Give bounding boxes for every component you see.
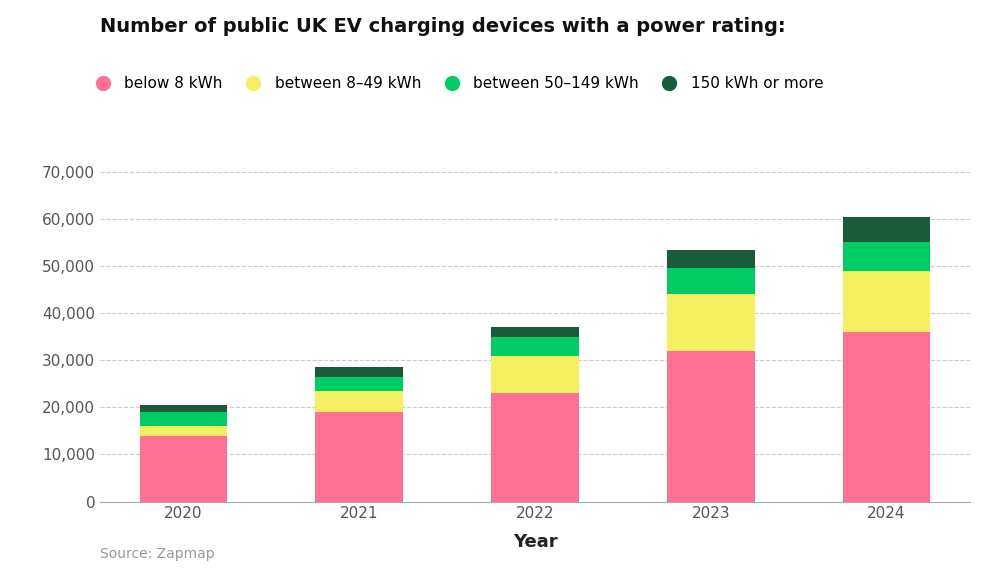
Bar [491, 327, 579, 337]
Text: Source: Zapmap: Source: Zapmap [100, 547, 215, 561]
Bar [491, 356, 579, 393]
Bar [843, 332, 930, 502]
Bar [140, 435, 227, 502]
Bar [315, 412, 403, 502]
Bar [140, 405, 227, 412]
Bar [315, 367, 403, 377]
Text: Number of public UK EV charging devices with a power rating:: Number of public UK EV charging devices … [100, 17, 786, 36]
Bar [140, 426, 227, 435]
Bar [843, 271, 930, 332]
X-axis label: Year: Year [513, 532, 557, 551]
Bar [667, 250, 755, 268]
Bar [667, 294, 755, 351]
Bar [315, 377, 403, 391]
Bar [843, 217, 930, 242]
Bar [491, 337, 579, 356]
Bar [667, 351, 755, 502]
Bar [315, 391, 403, 412]
Bar [667, 268, 755, 294]
Bar [843, 242, 930, 271]
Bar [140, 412, 227, 426]
Bar [491, 393, 579, 502]
Legend: below 8 kWh, between 8–49 kWh, between 50–149 kWh, 150 kWh or more: below 8 kWh, between 8–49 kWh, between 5… [88, 76, 823, 91]
